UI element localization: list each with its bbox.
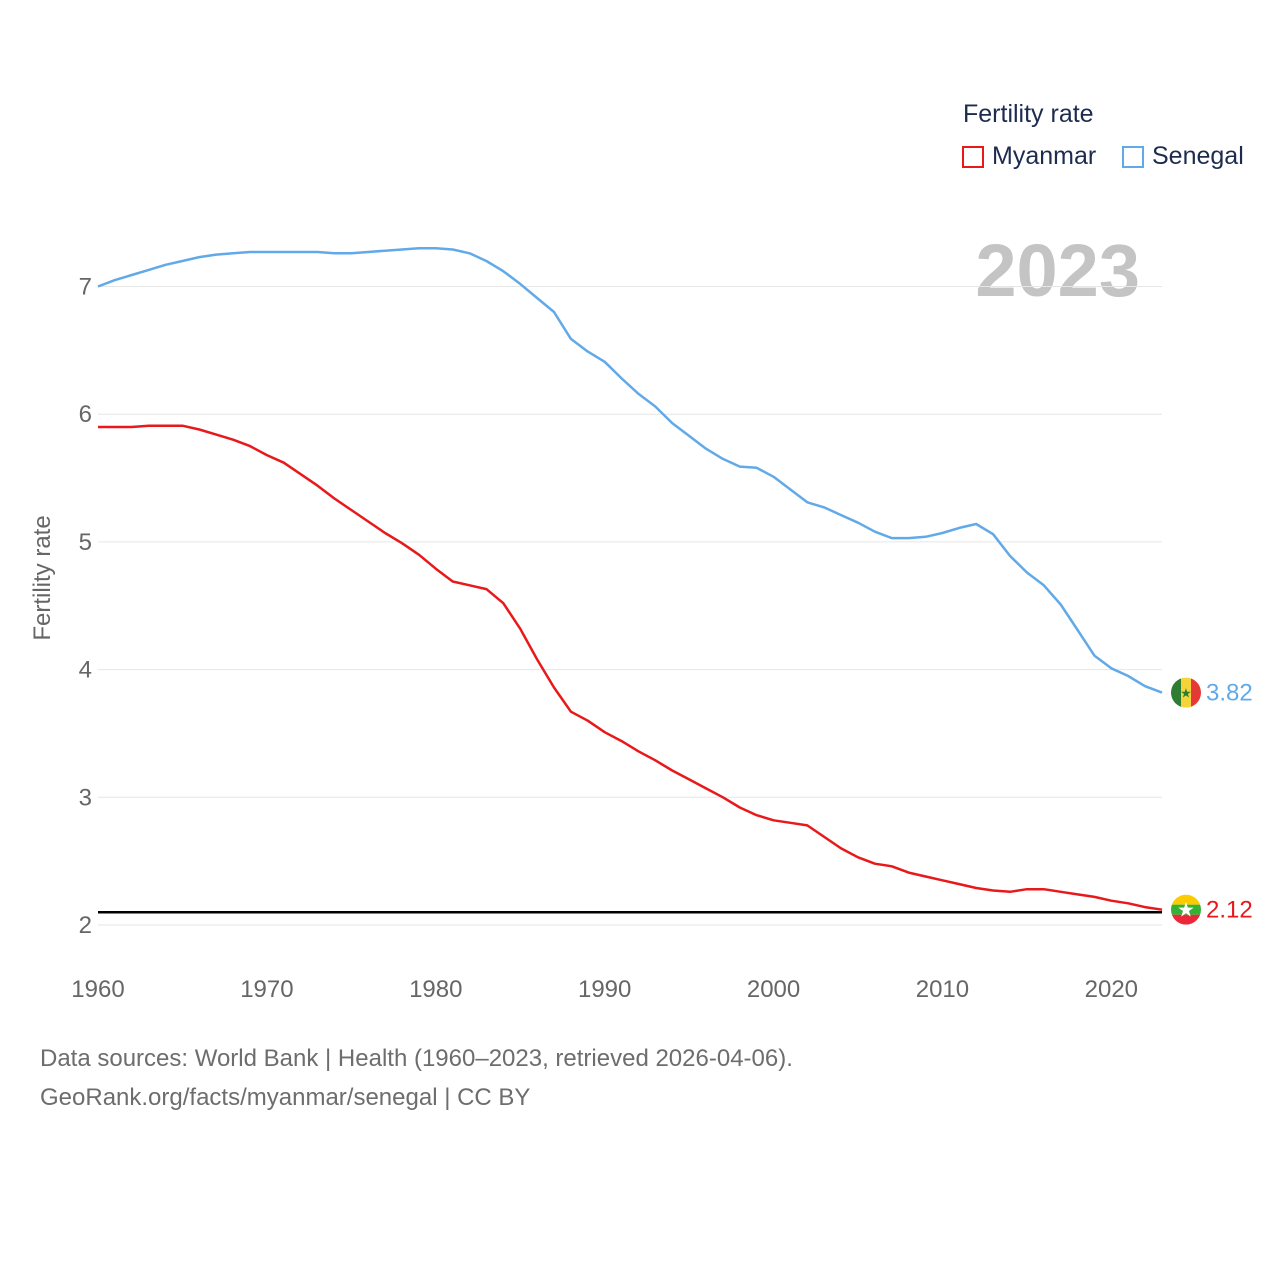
- footer-attribution[interactable]: GeoRank.org/facts/myanmar/senegal | CC B…: [40, 1084, 531, 1111]
- legend-swatch-senegal: [1122, 145, 1144, 168]
- legend-item-myanmar[interactable]: Myanmar: [962, 142, 1096, 171]
- legend-label-senegal: Senegal: [1152, 142, 1244, 170]
- series-line-myanmar: [98, 424, 1163, 911]
- svg-text:★: ★: [1177, 900, 1195, 922]
- x-tick-label: 1970: [240, 976, 293, 1003]
- y-axis-title: Fertility rate: [29, 515, 56, 640]
- senegal-end-value-label: 3.82: [1206, 680, 1253, 707]
- svg-text:★: ★: [1180, 686, 1192, 701]
- x-tick-label: 1990: [578, 976, 631, 1003]
- legend-item-senegal[interactable]: Senegal: [1122, 142, 1244, 171]
- x-tick-label: 1960: [71, 976, 124, 1003]
- y-tick-label: 3: [79, 784, 92, 811]
- legend-swatch-myanmar: [962, 145, 984, 168]
- legend-label-myanmar: Myanmar: [992, 142, 1097, 170]
- legend-title: Fertility rate: [963, 100, 1094, 128]
- y-tick-label: 6: [79, 401, 92, 428]
- x-tick-label: 1980: [409, 976, 462, 1003]
- y-tick-label: 4: [79, 657, 92, 684]
- senegal-flag-icon: ★: [1171, 677, 1201, 708]
- series-line-senegal: [97, 246, 1163, 694]
- x-tick-label: 2010: [916, 976, 969, 1003]
- y-tick-label: 5: [79, 529, 92, 556]
- myanmar-flag-icon: ★: [1171, 894, 1201, 925]
- footer-sources: Data sources: World Bank | Health (1960–…: [40, 1045, 793, 1072]
- current-year-label: 2023: [975, 229, 1140, 312]
- myanmar-end-value-label: 2.12: [1206, 897, 1253, 924]
- x-tick-label: 2020: [1085, 976, 1138, 1003]
- y-tick-label: 2: [79, 912, 92, 939]
- x-tick-label: 2000: [747, 976, 800, 1003]
- y-tick-label: 7: [79, 274, 92, 301]
